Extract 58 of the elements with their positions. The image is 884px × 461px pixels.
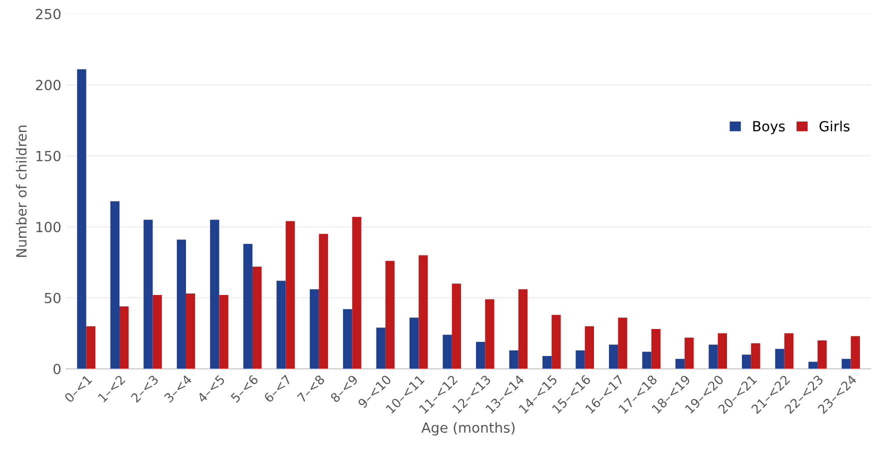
bar <box>485 299 494 369</box>
y-tick-label: 200 <box>36 80 61 90</box>
bar <box>808 362 818 369</box>
y-tick-label: 250 <box>36 8 61 20</box>
bar <box>684 338 694 369</box>
bar <box>618 318 628 369</box>
bar <box>77 69 86 369</box>
x-axis-title: Age (months) <box>421 422 515 436</box>
bar <box>410 318 419 369</box>
bar <box>642 352 652 369</box>
bar <box>542 356 552 369</box>
y-tick-label: 100 <box>36 222 61 232</box>
bar <box>152 294 162 369</box>
bar <box>751 343 760 369</box>
bar <box>818 340 827 369</box>
bar <box>742 354 752 369</box>
bar <box>509 350 518 369</box>
bar <box>310 289 319 369</box>
bar <box>651 329 660 369</box>
bar <box>219 294 228 369</box>
bar <box>144 220 153 369</box>
bar <box>376 328 386 369</box>
bar <box>252 266 262 369</box>
bar <box>286 221 295 369</box>
y-axis-title: Number of children <box>16 126 27 257</box>
bar <box>708 344 718 369</box>
bar <box>718 333 727 369</box>
bar <box>418 255 428 369</box>
bar <box>352 216 362 369</box>
legend-label: Boys <box>753 121 785 134</box>
y-tick-label: 150 <box>36 150 61 162</box>
bar <box>576 350 585 369</box>
bar <box>119 306 129 369</box>
bar <box>784 333 794 369</box>
bar <box>850 336 860 369</box>
bar <box>276 280 286 369</box>
bar <box>86 326 96 369</box>
y-tick-label: 50 <box>44 292 61 304</box>
legend-label: Girls <box>820 120 850 132</box>
bar <box>210 220 220 369</box>
bar <box>442 334 452 369</box>
bar <box>110 201 120 369</box>
bar <box>186 294 196 369</box>
bar <box>452 284 462 369</box>
bar <box>343 309 352 369</box>
bar <box>842 358 851 369</box>
bar <box>608 344 618 369</box>
bar <box>318 234 328 369</box>
y-tick-label: 0 <box>54 364 61 374</box>
bar <box>476 342 486 369</box>
bar <box>675 358 685 369</box>
bar <box>584 326 594 369</box>
bar <box>518 289 528 369</box>
bar <box>552 314 561 369</box>
bar <box>176 240 186 369</box>
bar <box>385 260 395 369</box>
bar <box>243 244 252 369</box>
bar <box>775 348 784 369</box>
